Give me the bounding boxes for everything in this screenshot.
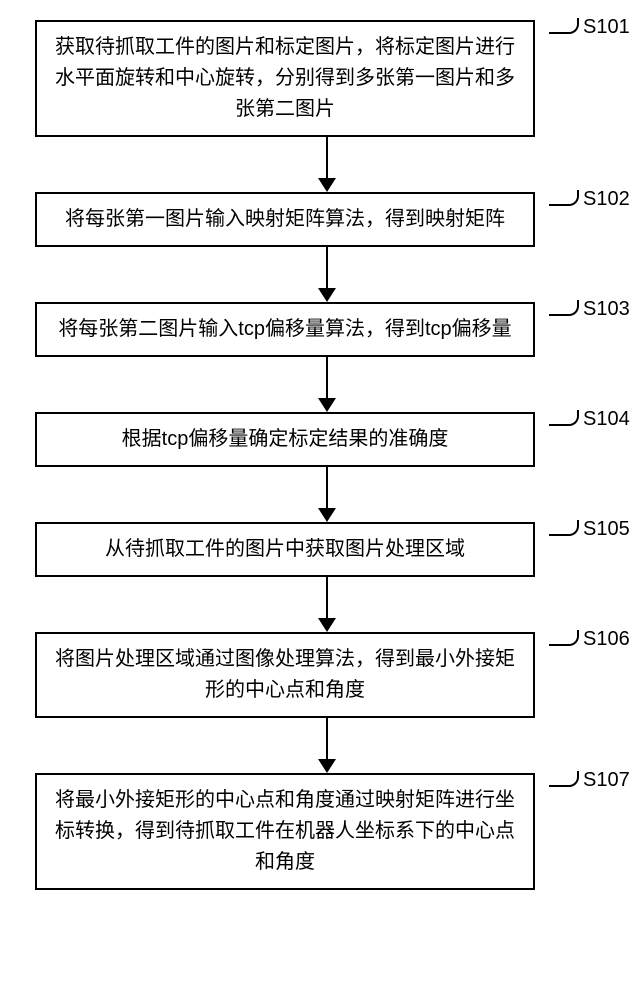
arrow-shaft <box>326 137 328 179</box>
flow-step-box: 将图片处理区域通过图像处理算法，得到最小外接矩形的中心点和角度 <box>35 632 535 718</box>
step-label-wrap: S102 <box>549 192 630 215</box>
flowchart-container: 获取待抓取工件的图片和标定图片，将标定图片进行水平面旋转和中心旋转，分别得到多张… <box>20 20 619 890</box>
arrow-down-icon <box>318 398 336 412</box>
flow-step-box: 从待抓取工件的图片中获取图片处理区域 <box>35 522 535 577</box>
flow-connector <box>77 357 577 412</box>
step-label: S101 <box>579 16 630 39</box>
flow-step-row: 从待抓取工件的图片中获取图片处理区域S105 <box>20 522 619 577</box>
flow-connector <box>77 247 577 302</box>
step-label-wrap: S104 <box>549 412 630 435</box>
arrow-shaft <box>326 467 328 509</box>
arrow-down-icon <box>318 618 336 632</box>
step-label: S103 <box>579 298 630 321</box>
flow-step-box: 将最小外接矩形的中心点和角度通过映射矩阵进行坐标转换，得到待抓取工件在机器人坐标… <box>35 773 535 890</box>
step-label-wrap: S105 <box>549 522 630 545</box>
flow-step-row: 根据tcp偏移量确定标定结果的准确度S104 <box>20 412 619 467</box>
step-label-wrap: S101 <box>549 20 630 43</box>
step-label: S107 <box>579 769 630 792</box>
arrow-down-icon <box>318 759 336 773</box>
step-tick-icon <box>549 190 579 206</box>
step-label: S106 <box>579 628 630 651</box>
arrow-shaft <box>326 357 328 399</box>
step-label-wrap: S103 <box>549 302 630 325</box>
flow-connector <box>77 577 577 632</box>
arrow-shaft <box>326 577 328 619</box>
step-tick-icon <box>549 18 579 34</box>
arrow-shaft <box>326 247 328 289</box>
arrow-shaft <box>326 718 328 760</box>
step-tick-icon <box>549 300 579 316</box>
flow-step-row: 获取待抓取工件的图片和标定图片，将标定图片进行水平面旋转和中心旋转，分别得到多张… <box>20 20 619 137</box>
flow-connector <box>77 137 577 192</box>
step-label-wrap: S106 <box>549 632 630 655</box>
flow-step-row: 将最小外接矩形的中心点和角度通过映射矩阵进行坐标转换，得到待抓取工件在机器人坐标… <box>20 773 619 890</box>
flow-connector <box>77 718 577 773</box>
flow-connector <box>77 467 577 522</box>
arrow-down-icon <box>318 508 336 522</box>
flow-step-row: 将每张第二图片输入tcp偏移量算法，得到tcp偏移量S103 <box>20 302 619 357</box>
flow-step-row: 将图片处理区域通过图像处理算法，得到最小外接矩形的中心点和角度S106 <box>20 632 619 718</box>
step-tick-icon <box>549 520 579 536</box>
arrow-down-icon <box>318 288 336 302</box>
step-tick-icon <box>549 630 579 646</box>
flow-step-box: 将每张第二图片输入tcp偏移量算法，得到tcp偏移量 <box>35 302 535 357</box>
step-label-wrap: S107 <box>549 773 630 796</box>
flow-step-row: 将每张第一图片输入映射矩阵算法，得到映射矩阵S102 <box>20 192 619 247</box>
flow-step-box: 将每张第一图片输入映射矩阵算法，得到映射矩阵 <box>35 192 535 247</box>
step-tick-icon <box>549 410 579 426</box>
step-label: S102 <box>579 188 630 211</box>
step-label: S105 <box>579 518 630 541</box>
flow-step-box: 根据tcp偏移量确定标定结果的准确度 <box>35 412 535 467</box>
arrow-down-icon <box>318 178 336 192</box>
flow-step-box: 获取待抓取工件的图片和标定图片，将标定图片进行水平面旋转和中心旋转，分别得到多张… <box>35 20 535 137</box>
step-tick-icon <box>549 771 579 787</box>
step-label: S104 <box>579 408 630 431</box>
